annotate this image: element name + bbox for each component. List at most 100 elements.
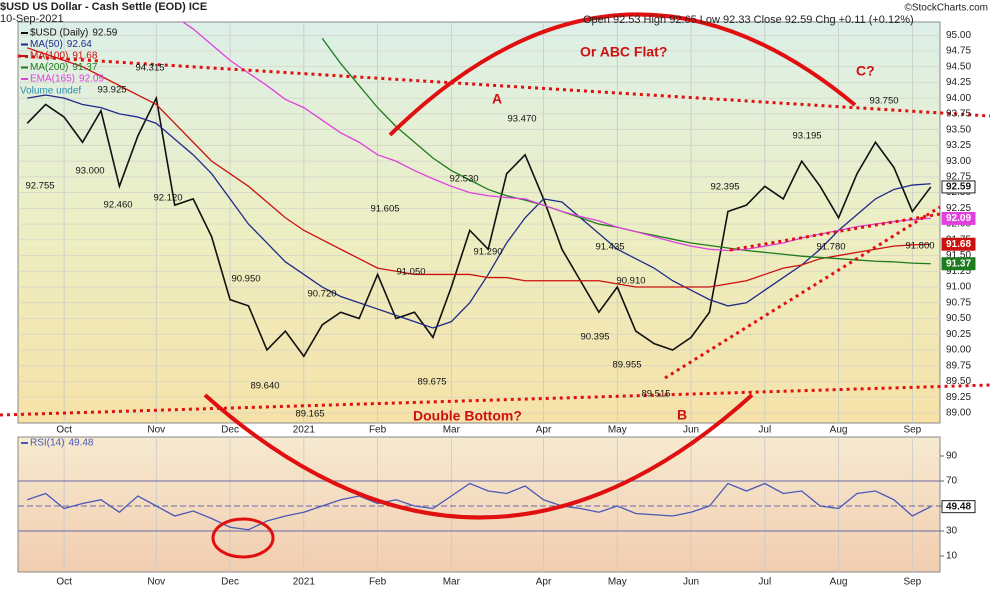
trendline [664,205,941,380]
legend-value: 49.48 [68,438,93,449]
y-tick-label: 90.50 [946,313,971,324]
y-tick-label: 90.00 [946,345,971,356]
price-label: 90.950 [231,274,260,285]
y-tick-label: 89.25 [946,392,971,403]
legend-label: MA(50) [30,39,63,50]
credit: ©StockCharts.com [904,3,988,14]
x-tick-label: 2021 [293,577,316,588]
y-tick-label: 95.00 [946,30,971,41]
volume-note: Volume undef [20,86,81,97]
price-label: 91.290 [473,247,502,258]
value-badge [941,257,976,271]
price-label: 90.720 [307,289,336,300]
annotation: Double Bottom? [413,408,522,424]
price-label: 93.470 [507,114,536,125]
x-tick-label: Dec [221,577,239,588]
y-tick-label: 93.75 [946,109,971,120]
legend-value: 91.68 [72,51,97,62]
price-label: 91.800 [905,241,934,252]
y-tick-label: 10 [946,551,958,562]
legend-value: 92.09 [79,74,104,85]
x-tick-label: Jul [758,577,771,588]
series-line [26,95,932,358]
value-badge-label: 91.68 [946,239,971,250]
annotation-shapes [0,12,990,559]
y-tick-label: 94.00 [946,93,971,104]
value-badge [941,180,976,194]
y-tick-label: 90.25 [946,329,971,340]
arc [203,393,754,520]
value-badge-label: 92.59 [946,182,971,193]
annotation: A [492,91,502,107]
x-tick-label: Feb [369,577,387,588]
price-label: 93.925 [97,85,126,96]
quote: Open 92.53 High 92.65 Low 92.33 Close 92… [583,14,914,26]
price-label: 91.605 [370,204,399,215]
x-tick-label: Apr [536,425,552,436]
x-tick-label: Dec [221,425,239,436]
price-label: 91.780 [816,242,845,253]
date: 10-Sep-2021 [0,13,64,25]
price-label: 90.395 [580,332,609,343]
price-label: 92.120 [153,193,182,204]
series-line [27,47,931,288]
x-tick-label: Oct [56,425,72,436]
y-tick-label: 90.75 [946,297,971,308]
price-label: 93.750 [869,96,898,107]
y-tick-label: 90 [946,451,958,462]
price-panel [17,21,941,424]
y-tick-label: 92.25 [946,203,971,214]
price-label: 89.675 [417,377,446,388]
x-tick-label: Aug [830,577,848,588]
x-tick-label: May [608,577,627,588]
annotation: Or ABC Flat? [580,44,667,60]
price-label: 89.640 [250,381,279,392]
price-label: 92.395 [710,182,739,193]
y-tick-label: 94.75 [946,46,971,57]
y-tick-label: 93.50 [946,124,971,135]
x-tick-label: Aug [830,425,848,436]
x-tick-label: Mar [443,577,461,588]
price-label: 92.460 [103,200,132,211]
trendline [729,212,941,252]
value-badge [941,211,976,225]
y-tick-label: 89.50 [946,376,971,387]
price-label: 89.165 [295,409,324,420]
legend-label: $USD (Daily) [30,28,88,39]
y-tick-label: 91.50 [946,250,971,261]
y-tick-label: 89.00 [946,408,971,419]
price-label: 93.195 [792,131,821,142]
value-badge [941,237,976,251]
y-tick-label: 93.25 [946,140,971,151]
y-tick-label: 93.00 [946,156,971,167]
arc [388,12,857,137]
x-tick-label: Jun [683,425,699,436]
x-tick-label: May [608,425,627,436]
price-label: 89.955 [612,360,641,371]
price-label: 94.315 [135,63,164,74]
y-tick-label: 94.25 [946,77,971,88]
legend-label: RSI(14) [30,438,64,449]
chart-title: $USD US Dollar - Cash Settle (EOD) ICE [0,1,207,13]
series-line [27,94,931,329]
price-label: 89.515 [641,389,670,400]
rsi-panel [17,436,941,573]
y-tick-label: 94.50 [946,61,971,72]
price-label: 90.910 [616,276,645,287]
annotation: C? [856,63,875,79]
value-badge-label: 91.37 [946,258,971,269]
trendline [17,54,990,118]
price-label: 93.000 [75,166,104,177]
x-tick-label: Feb [369,425,387,436]
x-tick-label: Mar [443,425,461,436]
value-badge-label: 49.48 [946,501,971,512]
price-label: 92.530 [449,174,478,185]
x-tick-label: Jun [683,577,699,588]
x-tick-label: Sep [903,577,921,588]
legend-value: 91.37 [72,62,97,73]
legend-value: 92.59 [92,28,117,39]
legend-label: EMA(165) [30,74,75,85]
x-tick-label: 2021 [293,425,316,436]
x-tick-label: Oct [56,577,72,588]
